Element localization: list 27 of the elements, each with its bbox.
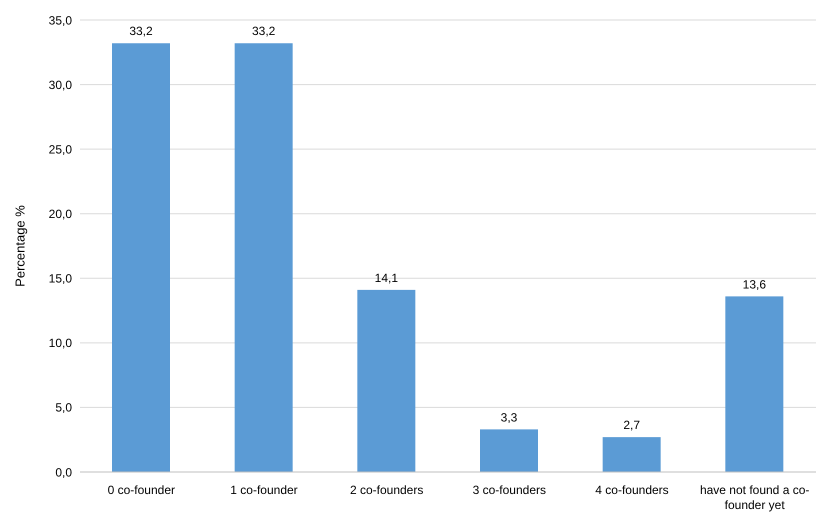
y-tick-label: 5,0 bbox=[55, 400, 72, 415]
x-tick-label: 2 co-founders bbox=[350, 483, 424, 497]
data-label: 13,6 bbox=[742, 277, 766, 292]
bar bbox=[602, 437, 661, 472]
y-tick-label: 35,0 bbox=[48, 13, 72, 28]
y-tick-label: 10,0 bbox=[48, 336, 72, 350]
bar bbox=[357, 290, 416, 472]
x-tick-label: have not found a co-founder yet bbox=[700, 483, 810, 512]
data-label: 2,7 bbox=[623, 418, 640, 432]
bar bbox=[725, 296, 784, 472]
y-axis-title: Percentage % bbox=[12, 204, 28, 287]
bar bbox=[112, 43, 170, 472]
bar bbox=[234, 43, 293, 472]
y-tick-label: 30,0 bbox=[48, 78, 72, 92]
data-label: 33,2 bbox=[252, 24, 276, 38]
bar bbox=[480, 429, 538, 472]
x-tick-label: 0 co-founder bbox=[108, 483, 176, 497]
y-tick-label: 0,0 bbox=[55, 465, 72, 480]
x-tick-label: 1 co-founder bbox=[230, 483, 298, 497]
x-tick-label: 3 co-founders bbox=[472, 483, 546, 497]
y-tick-label: 15,0 bbox=[48, 272, 72, 286]
y-tick-label: 20,0 bbox=[48, 206, 72, 221]
data-label: 3,3 bbox=[500, 410, 518, 424]
x-tick-label: 4 co-founders bbox=[595, 483, 669, 497]
data-label: 33,2 bbox=[129, 24, 153, 38]
y-tick-label: 25,0 bbox=[48, 142, 72, 156]
data-label: 14,1 bbox=[374, 270, 398, 285]
